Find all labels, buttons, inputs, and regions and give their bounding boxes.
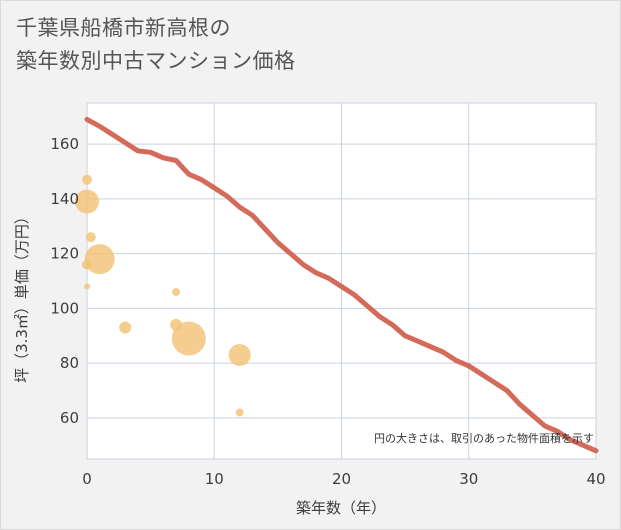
- x-tick-label: 40: [586, 470, 605, 488]
- bubble-point: [172, 287, 181, 296]
- x-tick-label: 0: [82, 470, 92, 488]
- y-tick-label: 60: [60, 409, 79, 427]
- trend-line-series: [84, 116, 599, 454]
- x-tick-label: 30: [459, 470, 478, 488]
- tick-labels: 0 10 20 30 40 60 80 100 120 140 160: [50, 135, 605, 488]
- grid: [87, 103, 596, 459]
- bubble-point: [84, 244, 115, 275]
- bubble-point: [171, 321, 206, 356]
- trend-line: [84, 116, 599, 454]
- bubble-point: [228, 343, 251, 366]
- bubble-series: [75, 174, 251, 417]
- y-tick-label: 140: [50, 190, 79, 208]
- y-axis-label: 坪（3.3㎡）単価（万円）: [13, 209, 31, 383]
- bubble-point: [235, 408, 244, 417]
- bubble-point: [82, 174, 92, 185]
- x-axis-label: 築年数（年）: [296, 499, 386, 517]
- size-note: 円の大きさは、取引のあった物件面積を示す: [374, 431, 594, 445]
- y-tick-label: 120: [50, 245, 79, 263]
- y-tick-label: 80: [60, 354, 79, 372]
- title-line-2: 築年数別中古マンション価格: [16, 49, 296, 73]
- x-tick-label: 20: [332, 470, 351, 488]
- chart-title: 千葉県船橋市新高根の 築年数別中古マンション価格: [16, 12, 296, 78]
- y-tick-label: 160: [50, 135, 79, 153]
- x-tick-label: 10: [205, 470, 224, 488]
- bubble-point: [85, 232, 96, 243]
- y-tick-label: 100: [50, 299, 79, 317]
- bubble-point: [75, 189, 99, 214]
- bubble-point: [119, 321, 132, 334]
- title-line-1: 千葉県船橋市新高根の: [16, 16, 231, 40]
- bubble-point: [84, 283, 90, 290]
